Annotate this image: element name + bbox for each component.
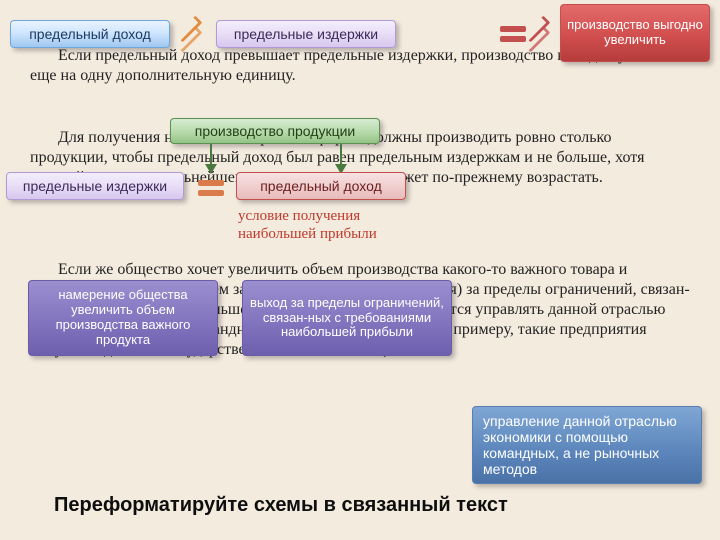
arrow-chevron-1 [184,20,202,48]
arrow-stem-left [210,144,212,166]
arrow-chevron-2 [532,20,550,48]
task-heading: Переформатируйте схемы в связанный текст [54,494,680,517]
arrow-stem-right [340,144,342,166]
caption-condition-1: условие получения [238,208,360,225]
box-marginal-costs-2: предельные издержки [6,172,184,200]
box-marginal-costs-1: предельные издержки [216,20,396,48]
box-marginal-income-2: предельный доход [236,172,406,200]
box-society-intent: намерение общества увеличить объем произ… [28,280,218,356]
box-limits: выход за пределы ограничений, связан-ных… [242,280,452,356]
box-command-methods: управление данной отраслью экономики с п… [472,406,702,484]
box-marginal-income-1: предельный доход [10,20,170,48]
equals-sign-1 [500,22,526,46]
box-production: производство продукции [170,118,380,144]
box-production-increase: производство выгодно увеличить [560,4,710,62]
equals-sign-2 [198,176,224,200]
arrow-down-left-icon [205,164,217,174]
caption-condition-2: наибольшей прибыли [238,226,377,243]
